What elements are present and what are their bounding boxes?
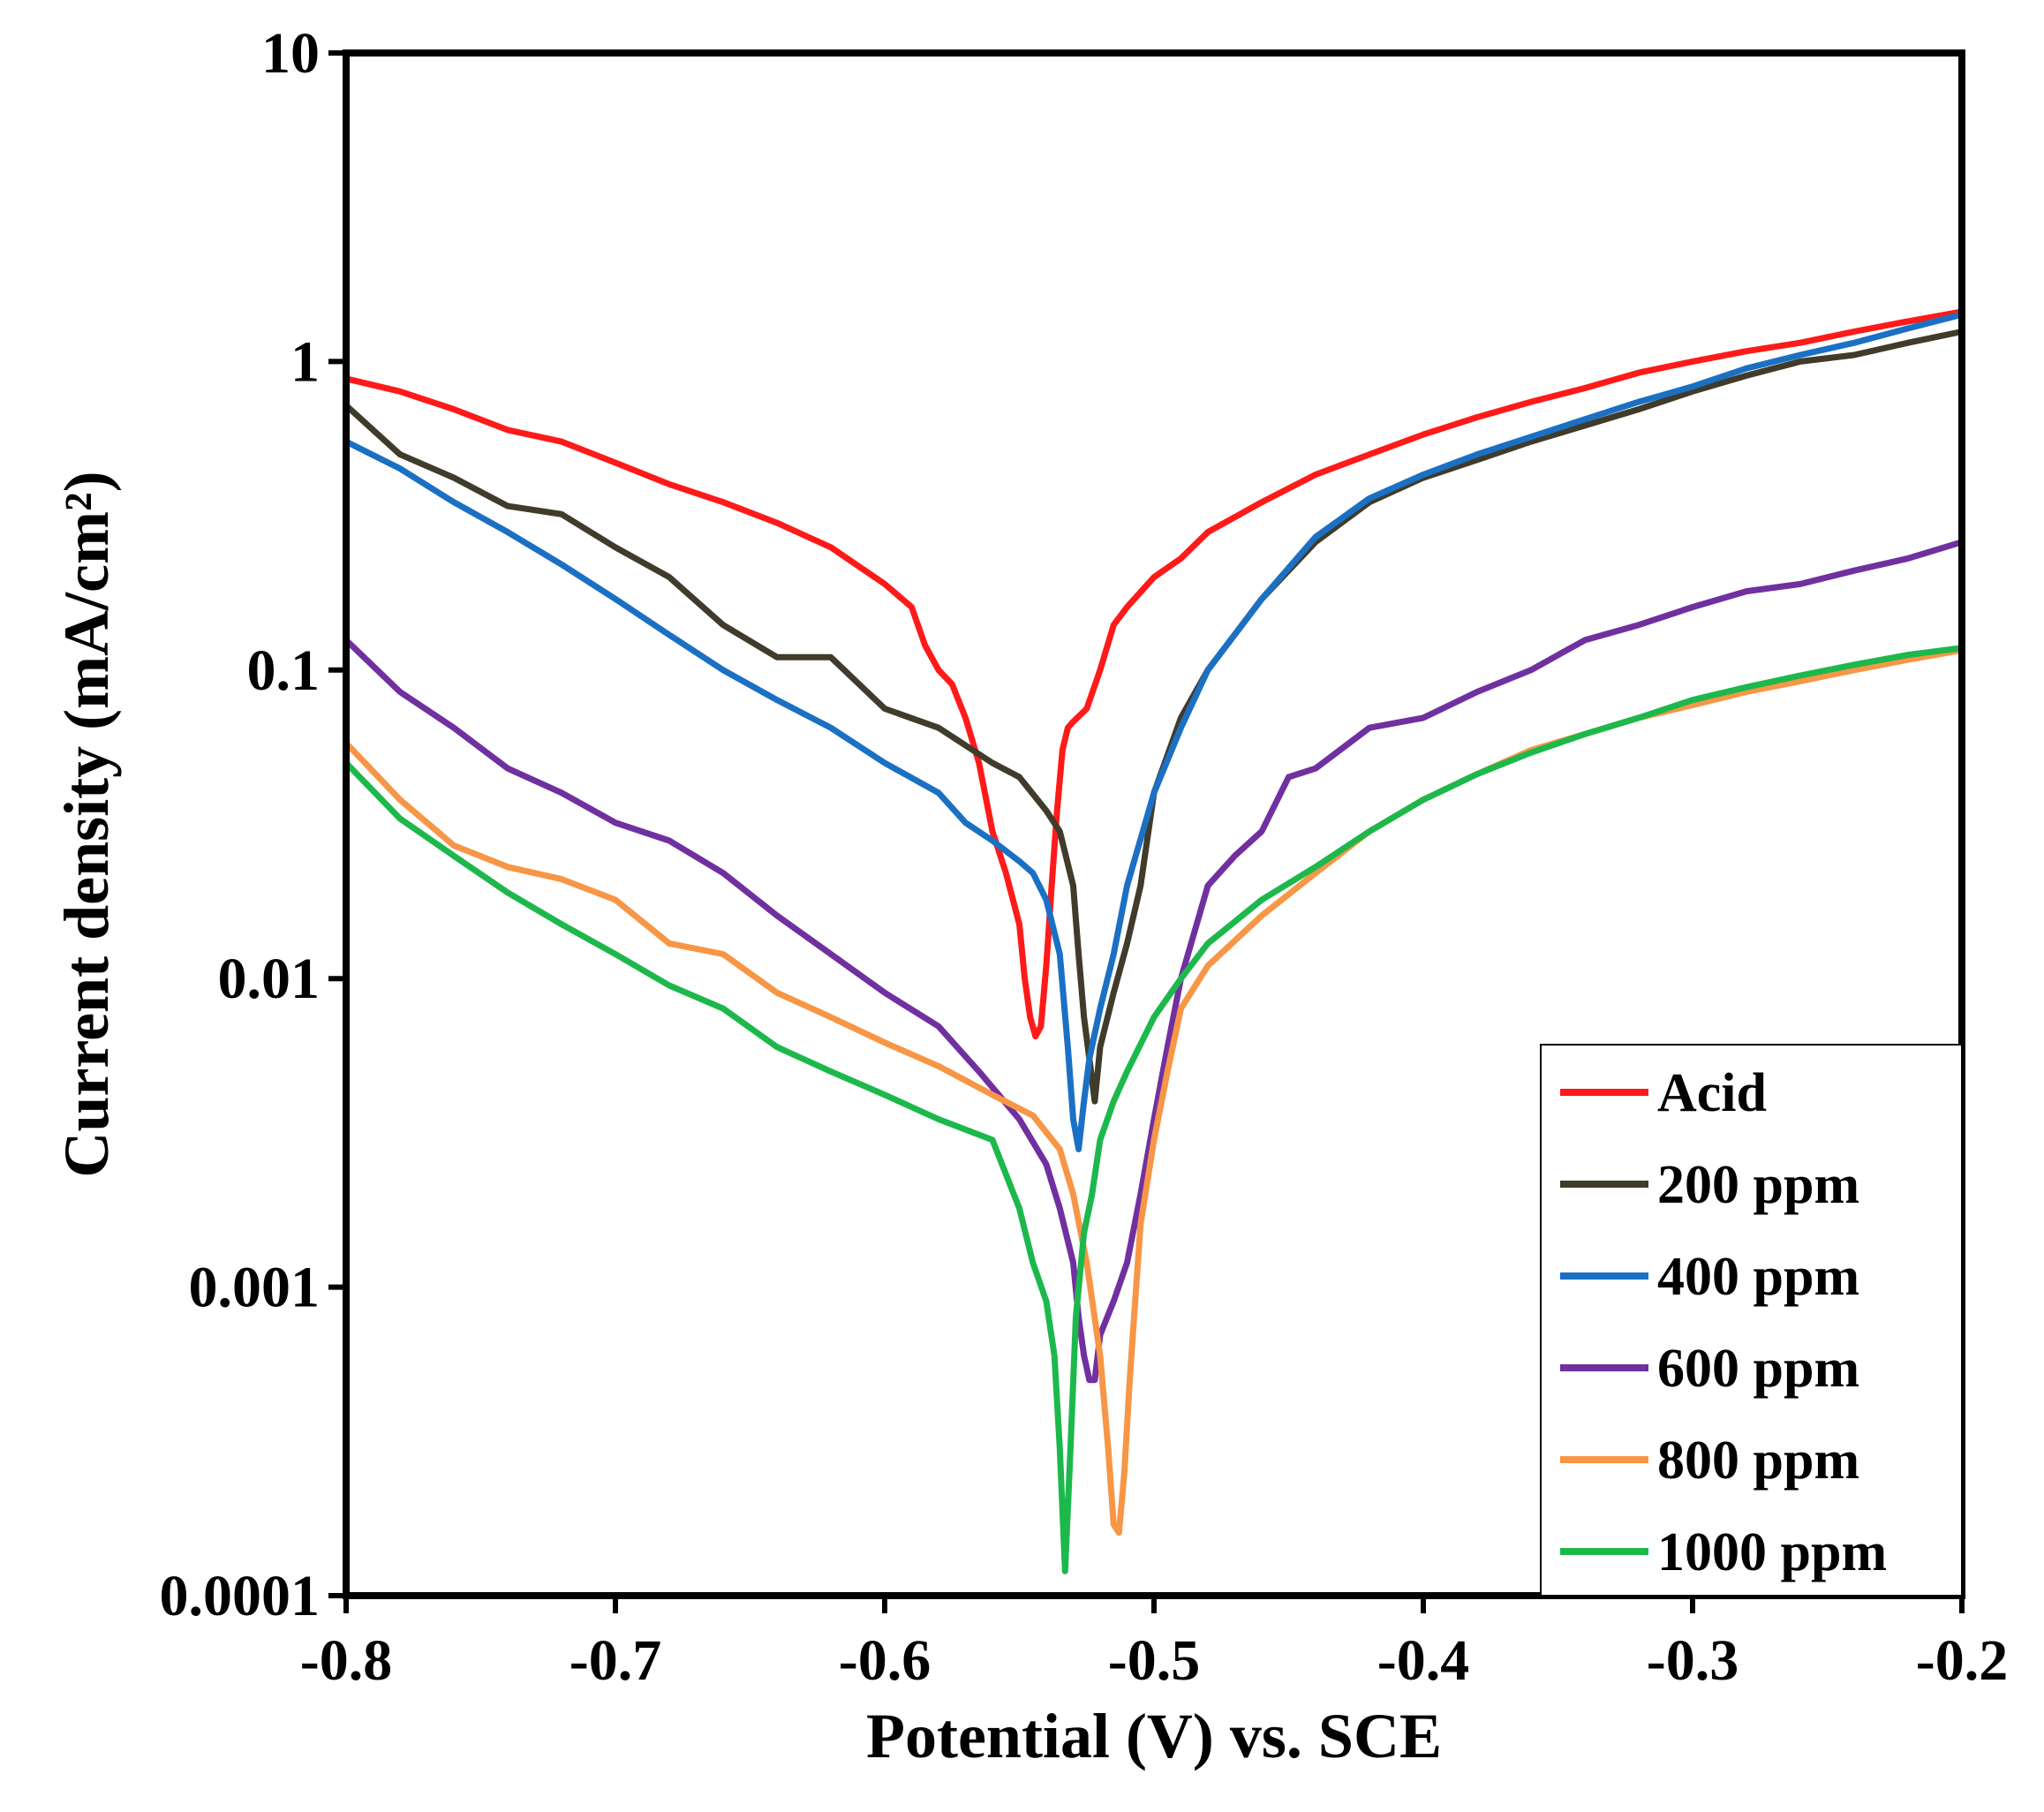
y-tick-label: 1 — [290, 329, 320, 394]
y-tick-label: 10 — [261, 21, 320, 86]
x-tick-label: -0.7 — [569, 1628, 661, 1693]
series-line-3 — [343, 539, 1965, 1384]
legend-label-3: 600 ppm — [1657, 1339, 1859, 1399]
legend-label-0: Acid — [1657, 1063, 1767, 1123]
legend-label-4: 800 ppm — [1657, 1431, 1859, 1491]
x-tick-label: -0.6 — [839, 1628, 931, 1693]
x-axis-title: Potential (V) vs. SCE — [866, 1701, 1442, 1771]
x-tick-label: -0.8 — [300, 1628, 392, 1693]
x-tick-label: -0.4 — [1377, 1628, 1469, 1693]
y-axis-title: Current density (mA/cm²) — [51, 471, 122, 1177]
series-layer — [343, 308, 1965, 1574]
y-tick-label: 0.0001 — [160, 1564, 321, 1628]
x-tick-label: -0.3 — [1647, 1628, 1739, 1693]
legend-box — [1540, 1044, 1963, 1597]
series-line-1 — [343, 328, 1965, 1105]
y-tick-label: 0.1 — [247, 638, 321, 703]
x-tick-label: -0.5 — [1108, 1628, 1200, 1693]
y-tick-label: 0.001 — [189, 1256, 321, 1320]
series-line-0 — [343, 308, 1965, 1040]
series-line-2 — [343, 311, 1965, 1152]
y-tick-label: 0.01 — [218, 947, 321, 1011]
legend-label-2: 400 ppm — [1657, 1247, 1859, 1307]
legend-label-1: 200 ppm — [1657, 1155, 1859, 1215]
legend-label-5: 1000 ppm — [1657, 1522, 1887, 1582]
x-tick-label: -0.2 — [1916, 1628, 2008, 1693]
legend: Acid 200 ppm 400 ppm 600 ppm 800 ppm 1000 ppm — [1540, 1044, 1963, 1597]
series-line-5 — [343, 645, 1965, 1574]
tick-layer: -0.8 -0.7 -0.6 -0.5 -0.4 -0.3 -0.2 0.0001 0.001 0… — [160, 21, 2009, 1693]
